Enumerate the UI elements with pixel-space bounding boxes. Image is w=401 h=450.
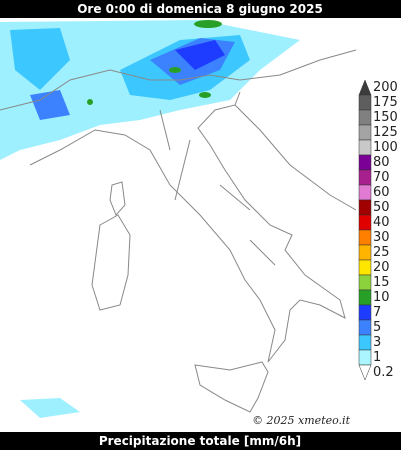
map <box>0 20 357 418</box>
sicily <box>194 361 269 413</box>
footer: Precipitazione totale [mm/6h] <box>99 434 301 448</box>
legend-swatch <box>358 304 372 321</box>
rain-area <box>30 90 70 120</box>
legend-label: 70 <box>373 170 390 185</box>
rain-area <box>194 20 222 28</box>
title: Ore 0:00 di domenica 8 giugno 2025 <box>77 2 323 16</box>
coastline <box>234 104 357 211</box>
legend-swatch <box>358 124 372 141</box>
legend-label: 40 <box>373 215 390 230</box>
region-border <box>159 109 276 266</box>
footer-bar <box>0 432 401 450</box>
legend-label: 50 <box>373 200 390 215</box>
legend-label: 10 <box>373 290 390 305</box>
legend-label: 1 <box>373 350 381 365</box>
legend-swatch <box>358 349 372 366</box>
legend-swatch <box>358 319 372 336</box>
legend-swatch <box>358 274 372 291</box>
legend-label: 60 <box>373 185 390 200</box>
corsica <box>109 181 126 216</box>
credit: © 2025 xmeteo.it <box>252 414 351 427</box>
legend-swatch <box>358 154 372 171</box>
legend-label: 80 <box>373 155 390 170</box>
legend: 2001751501251008070605040302520151075310… <box>356 70 401 382</box>
rain-area <box>175 40 225 70</box>
legend-label: 3 <box>373 335 381 350</box>
legend-swatch <box>358 364 372 381</box>
rain-area <box>87 99 93 105</box>
legend-swatch <box>358 214 372 231</box>
legend-swatch <box>358 139 372 156</box>
rain-area <box>199 92 211 98</box>
border <box>0 49 357 111</box>
legend-label: 150 <box>373 110 398 125</box>
legend-label: 175 <box>373 95 398 110</box>
legend-label: 5 <box>373 320 381 335</box>
legend-swatch <box>358 289 372 306</box>
legend-swatch <box>358 199 372 216</box>
legend-swatch <box>358 229 372 246</box>
legend-label: 30 <box>373 230 390 245</box>
legend-label: 20 <box>373 260 390 275</box>
legend-label: 200 <box>373 80 398 95</box>
rain-area <box>10 28 70 90</box>
legend-swatch <box>358 259 372 276</box>
legend-label: 125 <box>373 125 398 140</box>
coastline <box>29 91 346 363</box>
legend-swatch <box>358 169 372 186</box>
title-bar <box>0 0 401 18</box>
legend-swatch <box>358 334 372 351</box>
legend-label: 15 <box>373 275 390 290</box>
rain-area <box>20 398 80 418</box>
legend-swatch <box>358 184 372 201</box>
legend-label: 7 <box>373 305 381 320</box>
rain-area <box>169 67 181 73</box>
legend-swatch <box>358 94 372 111</box>
sardinia <box>91 214 131 311</box>
legend-swatch <box>358 109 372 126</box>
legend-label: 0.2 <box>373 365 394 380</box>
legend-label: 25 <box>373 245 390 260</box>
legend-label: 100 <box>373 140 398 155</box>
legend-swatch <box>358 244 372 261</box>
